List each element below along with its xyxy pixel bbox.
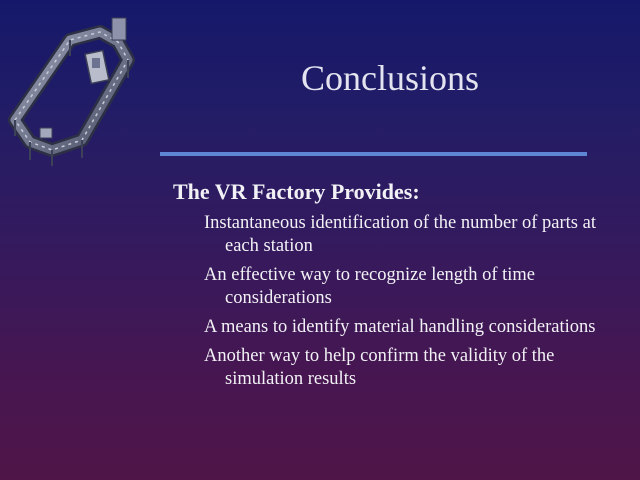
- bullet-item: A means to identify material handling co…: [204, 317, 596, 337]
- bullet-item: Another way to help confirm the validity…: [204, 346, 555, 389]
- bullet-item: An effective way to recognize length of …: [204, 265, 535, 308]
- section-heading: The VR Factory Provides:: [173, 179, 420, 204]
- bullet-list: Instantaneous identification of the numb…: [204, 212, 604, 397]
- bullet-item: Instantaneous identification of the numb…: [204, 213, 596, 256]
- conveyor-illustration: [8, 17, 135, 166]
- slide-title: Conclusions: [300, 58, 479, 98]
- title-divider: [160, 152, 587, 156]
